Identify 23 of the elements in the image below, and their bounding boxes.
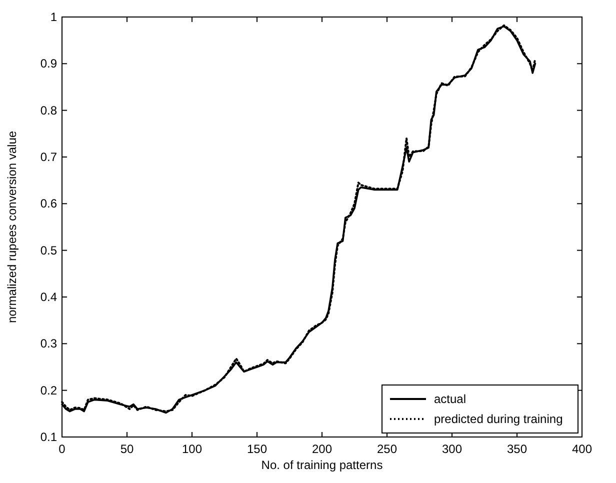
y-tick-label: 0.7 <box>40 150 58 164</box>
y-tick-label: 0.1 <box>40 430 58 444</box>
y-tick-label: 0.9 <box>40 56 58 71</box>
x-axis-title: No. of training patterns <box>261 458 383 472</box>
x-tick-label: 150 <box>246 442 268 456</box>
y-tick-label: 0.5 <box>40 243 58 258</box>
y-tick-label: 0.3 <box>40 336 58 351</box>
y-tick-label: 0.6 <box>40 196 58 211</box>
y-tick-label: 0.8 <box>40 103 58 118</box>
x-tick-label: 200 <box>312 442 332 456</box>
y-tick-label: 0.2 <box>40 383 58 398</box>
x-tick-label: 0 <box>58 442 66 456</box>
legend-label: actual <box>434 392 466 406</box>
y-tick-label: 0.4 <box>40 290 58 304</box>
y-tick-label: 1 <box>50 10 58 24</box>
x-tick-label: 300 <box>442 442 462 456</box>
y-axis-title: normalized rupees conversion value <box>5 130 19 324</box>
legend-label: predicted during training <box>434 412 563 426</box>
x-tick-label: 50 <box>120 442 134 456</box>
x-tick-label: 350 <box>506 442 528 456</box>
x-tick-label: 400 <box>572 442 592 456</box>
x-tick-label: 100 <box>182 442 202 456</box>
x-tick-label: 250 <box>376 442 398 456</box>
